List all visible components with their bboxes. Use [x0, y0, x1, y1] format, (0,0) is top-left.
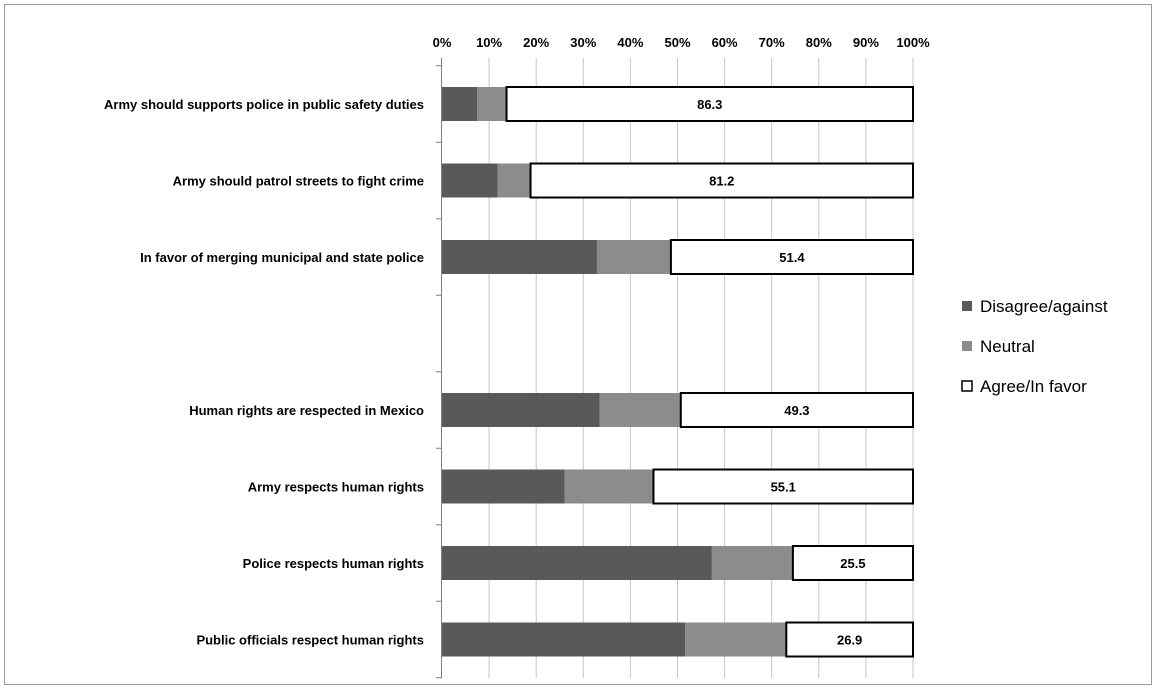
bar-segment	[442, 240, 597, 274]
bar-segment	[442, 393, 600, 427]
bar-segment	[442, 546, 712, 580]
legend-swatch	[962, 341, 972, 351]
category-label: Public officials respect human rights	[196, 633, 424, 648]
legend-swatch	[961, 380, 973, 392]
legend: Disagree/against Neutral Agree/In favor	[961, 297, 1108, 396]
data-label: 86.3	[697, 97, 722, 112]
x-tick-label: 90%	[853, 35, 879, 50]
bar-segment	[477, 87, 507, 121]
x-tick-label: 20%	[523, 35, 549, 50]
bar-segment	[529, 162, 914, 199]
bar-segment	[679, 392, 914, 428]
bar-segment	[442, 622, 686, 657]
data-label: 49.3	[784, 403, 809, 418]
data-label: 81.2	[709, 174, 734, 189]
legend-label: Disagree/against	[980, 297, 1108, 316]
x-tick-label: 30%	[570, 35, 596, 50]
labels: 0% 10% 20% 30% 40% 50% 60% 70% 80% 90% 100% Army sh…	[104, 35, 930, 648]
category-label: Police respects human rights	[243, 556, 424, 571]
category-label: Army respects human rights	[248, 480, 424, 495]
data-label: 55.1	[771, 480, 796, 495]
data-label: 26.9	[837, 633, 862, 648]
bar-segment	[599, 393, 681, 427]
legend-label: Agree/In favor	[980, 377, 1087, 396]
x-tick-label: 50%	[664, 35, 690, 50]
category-label: In favor of merging municipal and state …	[140, 250, 424, 265]
x-tick-label: 70%	[759, 35, 785, 50]
data-label: 25.5	[840, 556, 865, 571]
x-tick-label: 0%	[433, 35, 452, 50]
legend-swatch	[962, 301, 972, 311]
bar-segment	[652, 468, 914, 505]
x-tick-label: 100%	[896, 35, 930, 50]
bar-segment	[791, 545, 915, 581]
bar-segment	[711, 546, 793, 580]
x-tick-label: 40%	[617, 35, 643, 50]
bar-segment	[785, 621, 915, 658]
bar-segment	[685, 622, 787, 657]
legend-label: Neutral	[980, 337, 1035, 356]
bar-segment	[669, 239, 914, 275]
category-label: Army should supports police in public sa…	[104, 97, 424, 112]
bar-segment	[442, 469, 565, 504]
bar-segment	[497, 163, 531, 198]
data-label: 51.4	[779, 250, 805, 265]
bar-segment	[442, 163, 498, 198]
category-label: Army should patrol streets to fight crim…	[173, 174, 424, 189]
gridlines	[488, 58, 914, 678]
x-tick-label: 80%	[806, 35, 832, 50]
x-tick-label: 10%	[476, 35, 502, 50]
bar-segment	[596, 240, 671, 274]
bars	[442, 86, 915, 658]
x-tick-label: 60%	[712, 35, 738, 50]
bar-segment	[442, 87, 478, 121]
category-label: Human rights are respected in Mexico	[189, 403, 424, 418]
bar-segment	[564, 469, 654, 504]
axes	[436, 58, 442, 679]
bar-segment	[505, 86, 914, 122]
